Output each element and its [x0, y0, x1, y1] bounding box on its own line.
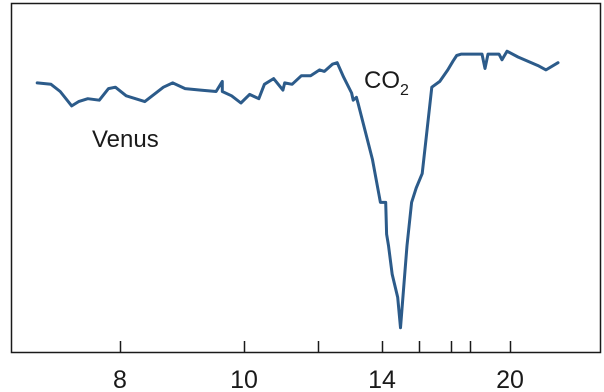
x-axis-tick-labels: 8 10 14 20	[113, 366, 524, 392]
x-tick-label: 20	[496, 366, 524, 392]
x-axis-ticks	[119, 341, 512, 352]
x-tick-label: 8	[113, 366, 127, 392]
co2-label-subscript: 2	[400, 82, 409, 99]
x-tick-label: 10	[230, 366, 258, 392]
co2-label-main: CO	[364, 67, 400, 94]
venus-label: Venus	[92, 126, 159, 153]
x-tick-label: 14	[368, 366, 396, 392]
venus-spectrum-line	[35, 49, 560, 330]
co2-label: CO2	[364, 67, 409, 99]
plot-frame	[10, 2, 602, 354]
